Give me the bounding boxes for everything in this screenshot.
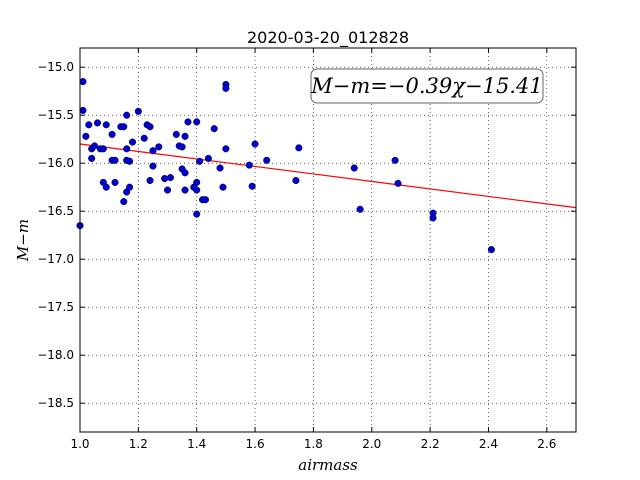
data-point	[295, 144, 303, 152]
data-point	[111, 156, 119, 164]
data-point	[93, 119, 102, 127]
data-point	[216, 164, 224, 172]
y-tick-label: −18.5	[37, 396, 74, 410]
data-point	[140, 134, 148, 142]
fit-line	[79, 143, 577, 209]
data-point	[166, 174, 174, 182]
data-point	[82, 132, 90, 140]
annotation-box	[310, 68, 544, 104]
data-point	[120, 123, 128, 131]
data-point	[201, 196, 210, 204]
data-point	[161, 175, 169, 183]
data-point	[429, 214, 437, 222]
data-point	[193, 186, 201, 194]
data-point	[163, 186, 172, 194]
data-point	[210, 125, 218, 133]
data-point	[350, 164, 358, 172]
data-point	[193, 118, 201, 126]
data-point	[88, 154, 96, 162]
data-point	[219, 183, 227, 191]
y-ticks: −15.0 −15.5 −16.0 −16.5 −17.0 −17.5 −18.0 −18.5	[37, 60, 576, 410]
data-point	[102, 121, 110, 129]
x-tick-label: 1.0	[70, 437, 89, 451]
data-point	[391, 156, 399, 164]
fit-annotation: M−m=−0.39χ−15.41	[310, 74, 542, 98]
data-point	[263, 156, 271, 164]
data-point	[193, 210, 201, 218]
data-point	[108, 130, 116, 138]
fit-line-group	[79, 143, 577, 209]
data-point	[172, 130, 180, 138]
data-point	[79, 78, 87, 86]
data-point	[99, 145, 107, 153]
data-point	[394, 179, 402, 187]
data-point	[245, 161, 253, 169]
data-point	[149, 162, 157, 170]
y-axis-label: M−m	[14, 219, 32, 262]
data-point	[120, 198, 128, 206]
data-point	[178, 143, 186, 151]
chart-title: 2020-03-20_012828	[247, 28, 409, 48]
data-point	[196, 157, 204, 165]
x-tick-label: 2.6	[537, 437, 556, 451]
data-point	[123, 111, 131, 119]
data-point	[85, 121, 93, 129]
data-point	[146, 176, 154, 185]
x-tick-label: 2.4	[479, 437, 498, 451]
data-point	[248, 182, 256, 190]
plot-frame	[79, 47, 577, 433]
x-tick-label: 1.6	[246, 437, 265, 451]
data-point	[251, 140, 259, 148]
data-point	[222, 145, 230, 153]
x-tick-label: 2.2	[421, 437, 440, 451]
data-point	[181, 132, 189, 140]
x-tick-label: 1.2	[129, 437, 148, 451]
x-ticks: 1.0 1.2 1.4 1.6 1.8 2.0 2.2 2.4 2.6	[70, 48, 556, 451]
data-point	[181, 169, 189, 177]
y-tick-label: −17.0	[37, 252, 74, 266]
data-point	[111, 178, 119, 186]
x-tick-label: 1.4	[187, 437, 206, 451]
data-point	[91, 142, 99, 150]
data-point	[146, 123, 154, 131]
y-tick-label: −16.5	[37, 204, 74, 218]
data-point	[126, 157, 134, 165]
data-point	[128, 138, 137, 146]
data-point	[184, 118, 192, 126]
data-point	[123, 145, 131, 153]
x-axis-label: airmass	[298, 456, 358, 474]
y-tick-label: −17.5	[37, 300, 74, 314]
data-point	[193, 178, 201, 186]
grid-lines	[79, 48, 576, 432]
x-tick-label: 1.8	[304, 437, 323, 451]
y-tick-label: −18.0	[37, 348, 74, 362]
y-tick-label: −15.5	[37, 108, 74, 122]
data-point	[292, 176, 300, 185]
data-point	[181, 186, 189, 194]
data-point	[487, 246, 495, 254]
y-tick-label: −15.0	[37, 60, 74, 74]
data-point	[149, 147, 157, 155]
y-tick-label: −16.0	[37, 156, 74, 170]
data-point	[222, 84, 230, 92]
points-group	[76, 78, 495, 254]
data-point	[102, 183, 110, 191]
data-point	[79, 106, 87, 114]
data-point	[134, 107, 142, 115]
x-tick-label: 2.0	[362, 437, 381, 451]
data-point	[155, 143, 163, 151]
data-point	[126, 183, 134, 191]
data-point	[356, 205, 364, 213]
data-point	[204, 154, 212, 162]
